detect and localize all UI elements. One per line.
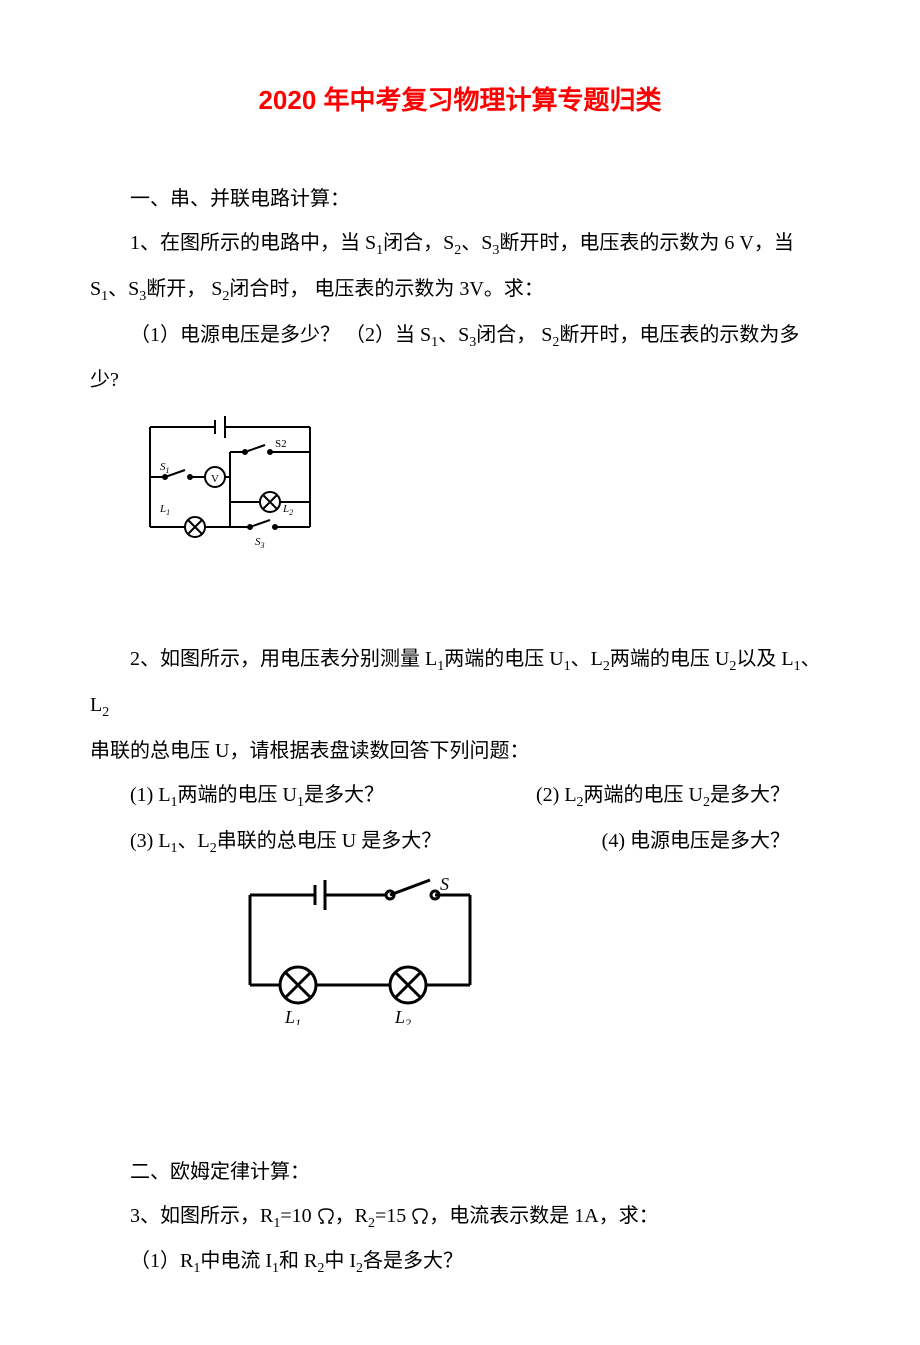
q1-l2-pre: S xyxy=(90,278,101,300)
circuit1-svg: V S1 S2 S3 L1 L2 xyxy=(130,412,330,552)
q1-line2: S1、S3断开， S2闭合时， 电压表的示数为 3V。求： xyxy=(90,267,830,313)
q3-l2-pre: （1）R xyxy=(130,1250,193,1272)
q2-sub2-left: (3) L1、L2串联的总电压 U 是多大？ xyxy=(90,819,441,865)
q1-l1-m1: 闭合，S xyxy=(383,232,454,254)
ohm-icon xyxy=(317,1208,335,1226)
q1-l2-post: 闭合时， 电压表的示数为 3V。求： xyxy=(229,278,543,300)
q3-l1-post: ，电流表示数是 1A，求： xyxy=(429,1205,658,1227)
q1-l1-post: 断开时，电压表的示数为 6 V，当 xyxy=(499,232,793,254)
q2s1l-s2: 1 xyxy=(297,795,304,810)
q2-sub1-right: (2) L2两端的电压 U2是多大？ xyxy=(536,773,790,819)
q3l2s4: 2 xyxy=(356,1261,363,1276)
q2s2l-c: 串联的总电压 U 是多大？ xyxy=(217,830,441,852)
q2-l1-pre: 2、如图所示，用电压表分别测量 L xyxy=(130,648,437,670)
q1-l3-post: 断开时，电压表的示数为多 xyxy=(559,324,799,346)
circuit2-svg: S L1 L2 xyxy=(230,875,490,1025)
q2s6: 2 xyxy=(102,705,109,720)
q2s1r-c: 是多大？ xyxy=(710,784,790,806)
q2s1l-c: 是多大？ xyxy=(304,784,384,806)
q2-sub-row2: (3) L1、L2串联的总电压 U 是多大？ (4) 电源电压是多大？ xyxy=(90,819,830,865)
q2s2l-s1: 1 xyxy=(171,841,178,856)
q1-l3-pre: （1）电源电压是多少？ （2）当 S xyxy=(130,324,431,346)
q1-l1-m2: 、S xyxy=(461,232,492,254)
document-title: 2020 年中考复习物理计算专题归类 xyxy=(90,80,830,117)
q3-l2-post: 各是多大？ xyxy=(363,1250,463,1272)
q2-sub-row1: (1) L1两端的电压 U1是多大？ (2) L2两端的电压 U2是多大？ xyxy=(90,773,830,819)
q3l2s2: 1 xyxy=(272,1261,279,1276)
q2s3: 2 xyxy=(603,659,610,674)
q1-line1: 1、在图所示的电路中，当 S1闭合，S2、S3断开时，电压表的示数为 6 V，当 xyxy=(90,221,830,267)
q2-line2: 串联的总电压 U，请根据表盘读数回答下列问题： xyxy=(90,729,830,773)
q2s2l-b: 、L xyxy=(178,830,210,852)
q2s2: 1 xyxy=(564,659,571,674)
q3-l1-m2: ，R xyxy=(335,1205,368,1227)
q2s2l-s2: 2 xyxy=(210,841,217,856)
d2-s-label: S xyxy=(440,875,449,894)
spacer xyxy=(90,557,830,637)
q2s1r-b: 两端的电压 U xyxy=(584,784,703,806)
q3-l1-pre: 3、如图所示，R xyxy=(130,1205,273,1227)
q3s2: 2 xyxy=(368,1216,375,1231)
q2s5: 1 xyxy=(794,659,801,674)
ohm-icon-2 xyxy=(411,1208,429,1226)
q3-line2: （1）R1中电流 I1和 R2中 I2各是多大？ xyxy=(90,1239,830,1285)
q3-l2-m3: 中 I xyxy=(324,1250,356,1272)
circuit-diagram-2: S L1 L2 xyxy=(230,875,830,1030)
q2s1r-s1: 2 xyxy=(577,795,584,810)
q3-line1: 3、如图所示，R1=10 ，R2=15 ，电流表示数是 1A，求： xyxy=(90,1194,830,1240)
d1-v-label: V xyxy=(211,473,219,485)
q3-l2-m2: 和 R xyxy=(279,1250,317,1272)
q2-line1: 2、如图所示，用电压表分别测量 L1两端的电压 U1、L2两端的电压 U2以及 … xyxy=(90,637,830,729)
q2s1l-a: (1) L xyxy=(130,784,171,806)
q3-l2-m1: 中电流 I xyxy=(200,1250,272,1272)
q2s1r-s2: 2 xyxy=(703,795,710,810)
d1-l2-label: L2 xyxy=(282,503,293,517)
q1-l3-m1: 、S xyxy=(438,324,469,346)
d1-s3-label: S3 xyxy=(255,536,265,550)
section2-heading: 二、欧姆定律计算： xyxy=(90,1150,830,1194)
q2s1r-a: (2) L xyxy=(536,784,577,806)
page-container: 2020 年中考复习物理计算专题归类 一、串、并联电路计算： 1、在图所示的电路… xyxy=(0,0,920,1345)
q2-l1-m2: 、L xyxy=(571,648,603,670)
q3-l1-m3: =15 xyxy=(375,1205,411,1227)
q2s1l-b: 两端的电压 U xyxy=(178,784,297,806)
q2-sub2-right: (4) 电源电压是多大？ xyxy=(602,819,790,865)
q1-l1-pre: 1、在图所示的电路中，当 S xyxy=(130,232,376,254)
q2-l1-m4: 以及 L xyxy=(736,648,793,670)
d1-l1-label: L1 xyxy=(159,503,170,517)
d2-l1-label: L1 xyxy=(284,1007,301,1025)
q2s2l-a: (3) L xyxy=(130,830,171,852)
q1-l3-m2: 闭合， S xyxy=(476,324,552,346)
q1-l2-m1: 、S xyxy=(108,278,139,300)
q2s1l-s1: 1 xyxy=(171,795,178,810)
d1-s1-label: S1 xyxy=(160,461,170,475)
q1-line4: 少? xyxy=(90,358,830,402)
d1-s2-label: S2 xyxy=(275,438,287,450)
q2-l1-m1: 两端的电压 U xyxy=(444,648,563,670)
q1-l2-m2: 断开， S xyxy=(146,278,222,300)
q3-l1-m1: =10 xyxy=(280,1205,316,1227)
q2-sub1-left: (1) L1两端的电压 U1是多大？ xyxy=(90,773,384,819)
q1-line3: （1）电源电压是多少？ （2）当 S1、S3闭合， S2断开时，电压表的示数为多 xyxy=(90,313,830,359)
d2-l2-label: L2 xyxy=(394,1007,411,1025)
spacer2 xyxy=(90,1030,830,1150)
q2-l1-m3: 两端的电压 U xyxy=(610,648,729,670)
circuit-diagram-1: V S1 S2 S3 L1 L2 xyxy=(130,412,830,557)
section1-heading: 一、串、并联电路计算： xyxy=(90,177,830,221)
